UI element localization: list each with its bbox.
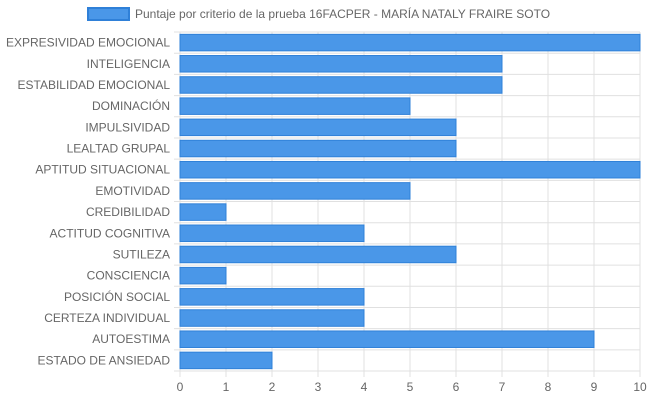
tick-label: 8: [545, 380, 552, 394]
bar[interactable]: [179, 224, 365, 243]
legend[interactable]: Puntaje por criterio de la prueba 16FACP…: [87, 6, 550, 21]
category-label: ACTITUD COGNITIVA: [50, 226, 170, 240]
tick-label: 5: [407, 380, 414, 394]
bar[interactable]: [179, 203, 227, 221]
tick-label: 3: [315, 380, 322, 394]
category-label: CONSCIENCIA: [87, 269, 170, 283]
tick-label: 9: [591, 380, 598, 394]
category-label: SUTILEZA: [113, 247, 170, 261]
bar[interactable]: [179, 55, 503, 73]
bar[interactable]: [179, 76, 503, 94]
bar[interactable]: [179, 97, 411, 115]
legend-swatch: [87, 7, 130, 21]
bar[interactable]: [179, 288, 365, 306]
category-label: AUTOESTIMA: [92, 332, 170, 346]
tick-label: 10: [633, 380, 647, 394]
category-label: ESTABILIDAD EMOCIONAL: [18, 78, 171, 92]
category-label: CREDIBILIDAD: [86, 205, 170, 219]
bar[interactable]: [179, 33, 641, 52]
bar[interactable]: [179, 351, 273, 370]
tick-label: 1: [223, 380, 230, 394]
category-label: INTELIGENCIA: [87, 57, 170, 71]
bar[interactable]: [179, 266, 227, 285]
category-label: IMPULSIVIDAD: [85, 120, 170, 134]
bar[interactable]: [179, 245, 457, 264]
category-label: EXPRESIVIDAD EMOCIONAL: [6, 36, 170, 50]
category-label: DOMINACIÓN: [92, 98, 170, 113]
category-label: APTITUD SITUACIONAL: [35, 163, 170, 177]
category-label: EMOTIVIDAD: [95, 184, 170, 198]
tick-label: 0: [177, 380, 184, 394]
bar[interactable]: [179, 118, 457, 137]
category-label: LEALTAD GRUPAL: [67, 142, 171, 156]
bar[interactable]: [179, 139, 457, 158]
bar[interactable]: [179, 160, 641, 179]
tick-label: 7: [499, 380, 506, 394]
category-label: CERTEZA INDIVIDUAL: [44, 311, 170, 325]
tick-label: 6: [453, 380, 460, 394]
bars: [179, 33, 641, 370]
tick-label: 2: [269, 380, 276, 394]
bar[interactable]: [179, 182, 411, 200]
category-label: POSICIÓN SOCIAL: [64, 289, 170, 304]
bar[interactable]: [179, 309, 365, 327]
legend-label: Puntaje por criterio de la prueba 16FACP…: [135, 6, 550, 21]
bar[interactable]: [179, 330, 595, 348]
value-axis: 0 1 2 3 4 5 6 7 8 9 10: [177, 380, 647, 394]
tick-label: 4: [361, 380, 368, 394]
category-label: ESTADO DE ANSIEDAD: [38, 353, 171, 367]
category-axis: EXPRESIVIDAD EMOCIONAL INTELIGENCIA ESTABI…: [6, 36, 170, 368]
